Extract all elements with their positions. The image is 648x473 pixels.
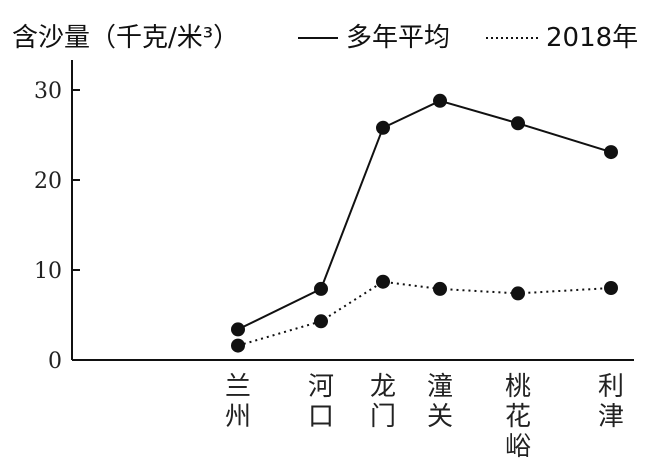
data-point	[314, 314, 328, 329]
x-tick-label: 龙门	[370, 372, 396, 432]
y-tick-label: 0	[48, 349, 62, 374]
legend-label-series-0: 多年平均	[346, 23, 450, 53]
data-point	[376, 274, 390, 289]
x-tick-label: 潼关	[427, 372, 453, 432]
legend: 多年平均 2018年	[298, 23, 638, 53]
series-line-0	[237, 99, 612, 331]
data-point	[604, 145, 618, 160]
x-tick-label: 河口	[308, 372, 334, 432]
y-tick-label: 30	[34, 79, 62, 104]
data-point	[511, 286, 525, 301]
legend-label-series-1: 2018年	[546, 23, 638, 53]
y-tick-label: 20	[34, 169, 62, 194]
series-layer	[231, 93, 618, 353]
x-tick-label: 利津	[598, 372, 624, 432]
data-point	[231, 338, 245, 353]
x-tick-label: 桃花峪	[505, 372, 531, 462]
data-point	[433, 281, 447, 296]
y-ticks: 0 10 20 30	[34, 79, 80, 374]
data-point	[314, 281, 328, 296]
data-point	[433, 93, 447, 108]
series-line-1	[237, 280, 612, 347]
chart-title: 含沙量（千克/米³）	[12, 23, 239, 53]
data-point	[511, 116, 525, 131]
x-tick-label: 兰州	[225, 372, 251, 432]
data-point	[376, 120, 390, 135]
y-tick-label: 10	[34, 259, 62, 284]
data-point	[604, 281, 618, 295]
data-point	[231, 322, 245, 337]
